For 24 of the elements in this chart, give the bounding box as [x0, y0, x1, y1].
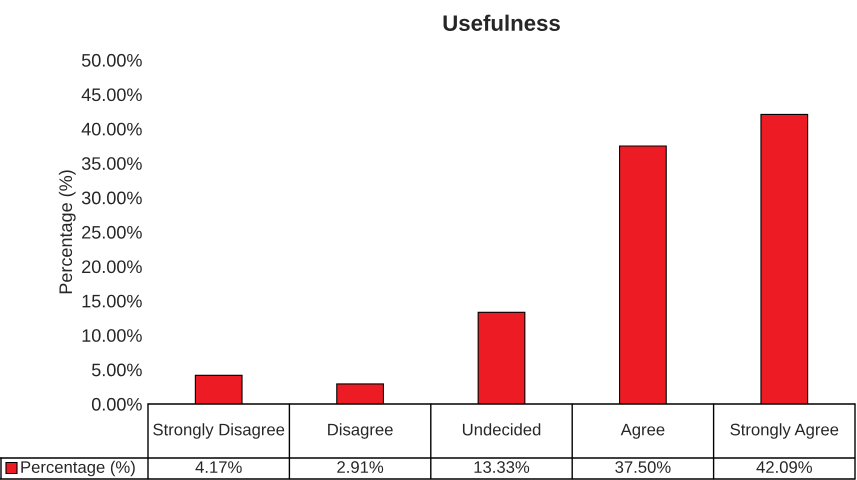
- x-tick-label: Strongly Disagree: [153, 423, 284, 439]
- data-label: 13.33%: [474, 461, 530, 473]
- y-tick-label: 40.00%: [82, 122, 142, 136]
- data-label: 42.09%: [756, 461, 812, 473]
- x-tick-label: Strongly Agree: [730, 423, 838, 439]
- y-tick-label: 20.00%: [82, 260, 142, 274]
- y-tick-label: 0.00%: [92, 398, 142, 411]
- x-tick-label: Undecided: [462, 423, 540, 436]
- y-tick-label: 30.00%: [82, 192, 142, 204]
- y-tick-label: 45.00%: [82, 88, 142, 102]
- y-tick-label: 5.00%: [92, 364, 142, 376]
- data-label: 37.50%: [615, 461, 671, 473]
- legend-label: Percentage (%): [21, 460, 135, 476]
- y-tick-label: 25.00%: [82, 226, 142, 239]
- data-label: 4.17%: [195, 461, 242, 473]
- x-tick-label: Disagree: [328, 423, 393, 439]
- chart-title: Usefulness: [444, 14, 560, 31]
- y-axis-title: Percentage (%): [58, 170, 76, 294]
- y-tick-label: 15.00%: [82, 294, 142, 308]
- y-tick-label: 50.00%: [82, 54, 142, 67]
- data-label: 2.91%: [337, 461, 384, 473]
- x-tick-label: Agree: [620, 424, 664, 439]
- y-tick-label: 10.00%: [82, 329, 142, 342]
- y-tick-label: 35.00%: [82, 157, 142, 170]
